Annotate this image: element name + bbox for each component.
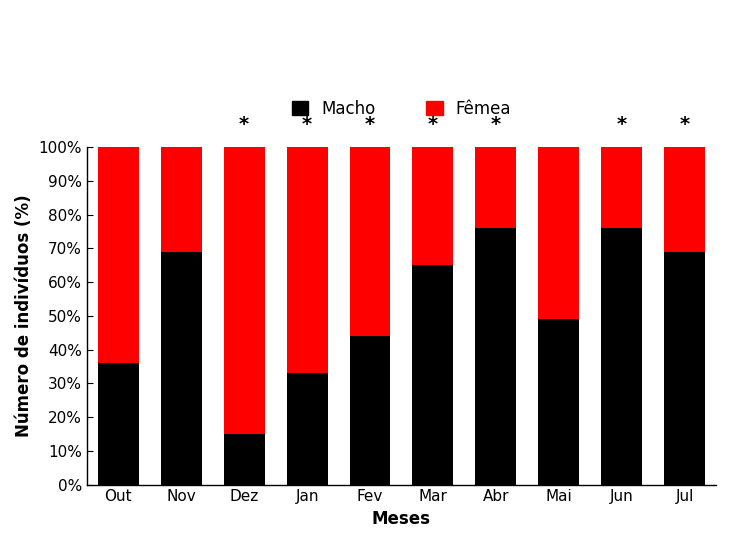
Bar — [601, 147, 642, 228]
Bar — [538, 319, 579, 484]
Text: *: * — [428, 115, 438, 134]
Text: *: * — [680, 115, 689, 134]
Text: *: * — [365, 115, 375, 134]
Bar — [664, 147, 705, 252]
Bar — [412, 265, 453, 484]
Bar — [601, 228, 642, 484]
Bar — [224, 434, 265, 484]
Bar — [475, 228, 516, 484]
Bar — [98, 363, 139, 484]
Text: *: * — [302, 115, 312, 134]
Y-axis label: Número de indivíduos (%): Número de indivíduos (%) — [15, 194, 33, 437]
Bar — [161, 252, 202, 484]
Text: *: * — [616, 115, 626, 134]
Bar — [475, 147, 516, 228]
Bar — [664, 252, 705, 484]
Bar — [161, 147, 202, 252]
Bar — [98, 147, 139, 363]
Bar — [287, 147, 327, 373]
X-axis label: Meses: Meses — [372, 510, 431, 528]
Bar — [349, 147, 390, 336]
Legend: Macho, Fêmea: Macho, Fêmea — [287, 94, 516, 123]
Bar — [538, 147, 579, 319]
Bar — [224, 147, 265, 434]
Bar — [412, 147, 453, 265]
Bar — [349, 336, 390, 484]
Bar — [287, 373, 327, 484]
Text: *: * — [491, 115, 501, 134]
Text: *: * — [239, 115, 249, 134]
